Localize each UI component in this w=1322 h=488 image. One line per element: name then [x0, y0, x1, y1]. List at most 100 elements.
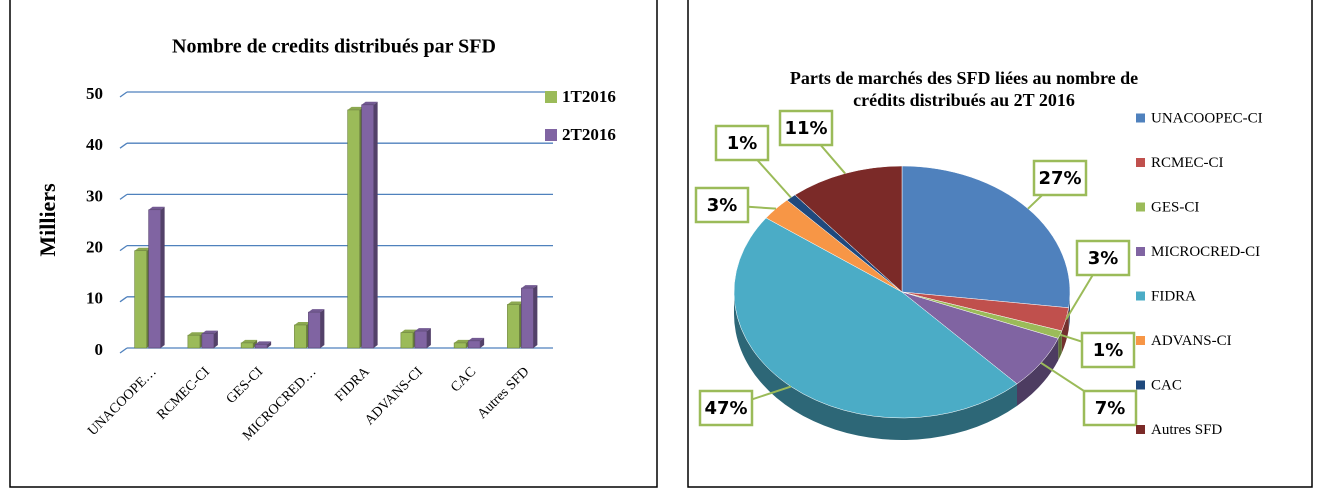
bar-side: [320, 309, 325, 348]
data-label: 11%: [784, 118, 827, 139]
bar: [467, 340, 481, 349]
bar: [521, 287, 534, 349]
bar: [347, 109, 360, 349]
legend-label: FIDRA: [1151, 288, 1196, 304]
label-box: [1075, 239, 1131, 277]
legend-label: UNACOOPEC-CI: [1151, 110, 1263, 126]
data-label: 47%: [704, 398, 747, 419]
data-label: 7%: [1095, 398, 1126, 419]
bar-side: [160, 206, 165, 348]
grid-line: [119, 296, 128, 303]
pie-title: Parts de marchés des SFD liées au nombre…: [790, 68, 1138, 88]
label-box: [694, 186, 750, 224]
legend-swatch: [545, 91, 557, 103]
bar-side: [253, 339, 258, 348]
y-axis-label: Milliers: [35, 183, 60, 257]
legend-swatch: [1136, 113, 1145, 123]
label-box: [1082, 389, 1138, 427]
pie-side: [1017, 338, 1059, 406]
bar-title: Nombre de credits distribués par SFD: [172, 36, 496, 58]
bar: [254, 344, 268, 349]
bar: [294, 324, 307, 349]
bar: [400, 332, 414, 349]
legend-swatch: [1136, 336, 1145, 345]
grid-line: [119, 347, 128, 354]
legend-label: 2T2016: [562, 125, 616, 144]
bar-side: [373, 101, 378, 348]
bar-top: [187, 332, 204, 336]
pie-side: [733, 292, 1018, 440]
grid-line: [119, 91, 128, 98]
legend-label: MICROCRED-CI: [1151, 244, 1260, 260]
bar-top: [294, 321, 311, 325]
grid-line: [119, 142, 128, 149]
bar: [414, 330, 428, 349]
bar-top: [201, 330, 218, 334]
bar: [134, 250, 147, 349]
pie-slice: [794, 165, 903, 293]
bar: [187, 334, 201, 349]
y-tick-label: 30: [86, 186, 103, 205]
bar-top: [400, 329, 417, 333]
bar-side: [480, 337, 485, 348]
bar-top: [454, 339, 471, 343]
data-label: 1%: [727, 133, 758, 154]
label-box: [778, 109, 834, 147]
y-tick-label: 50: [86, 84, 103, 103]
legend-label: ADVANS-CI: [1151, 333, 1232, 349]
legend-swatch: [1136, 247, 1145, 256]
grid-line: [119, 193, 128, 200]
bar-top: [241, 339, 258, 343]
bar-side: [533, 285, 538, 348]
grid-line: [119, 245, 128, 252]
bar-top: [148, 206, 165, 210]
y-tick-label: 10: [86, 289, 103, 308]
bar: [201, 333, 215, 349]
bar: [453, 342, 467, 349]
bar-side: [213, 330, 218, 348]
bar-top: [521, 285, 538, 289]
legend-swatch: [1136, 158, 1145, 167]
bar-top: [255, 341, 272, 345]
legend-label: GES-CI: [1151, 199, 1199, 215]
bar: [308, 311, 321, 349]
bar-top: [414, 328, 431, 332]
data-label: 27%: [1038, 168, 1081, 189]
bar: [361, 104, 374, 349]
bar-top: [361, 101, 378, 105]
pie-side: [1058, 330, 1062, 361]
bar-side: [426, 328, 431, 348]
legend-swatch: [1136, 380, 1145, 390]
bar: [240, 342, 254, 349]
legend-label: CAC: [1151, 377, 1182, 393]
bar: [507, 304, 520, 349]
data-label: 3%: [1088, 248, 1119, 269]
legend-label: RCMEC-CI: [1151, 155, 1224, 171]
label-box: [714, 124, 770, 162]
y-tick-label: 20: [86, 238, 103, 257]
left-panel: [9, 0, 658, 488]
bar: [148, 209, 161, 349]
data-label: 1%: [1093, 340, 1124, 361]
legend-swatch: [1136, 202, 1145, 212]
label-box: [698, 389, 754, 427]
legend-label: Autres SFD: [1151, 422, 1222, 438]
y-tick-label: 0: [95, 340, 104, 359]
bar-top: [468, 337, 485, 341]
label-box: [1080, 331, 1136, 369]
bar-top: [507, 301, 524, 305]
label-box: [1032, 159, 1088, 197]
legend-swatch: [545, 129, 557, 141]
bar-top: [308, 309, 325, 313]
pie-slice: [733, 217, 1018, 419]
y-tick-label: 40: [86, 135, 103, 154]
legend-swatch: [1136, 291, 1145, 301]
legend-swatch: [1136, 425, 1145, 434]
data-label: 3%: [707, 195, 738, 216]
bar-side: [267, 341, 272, 348]
pie-slice: [901, 165, 1071, 309]
bar-top: [347, 106, 364, 110]
legend-label: 1T2016: [562, 87, 616, 106]
bar-top: [134, 247, 151, 251]
